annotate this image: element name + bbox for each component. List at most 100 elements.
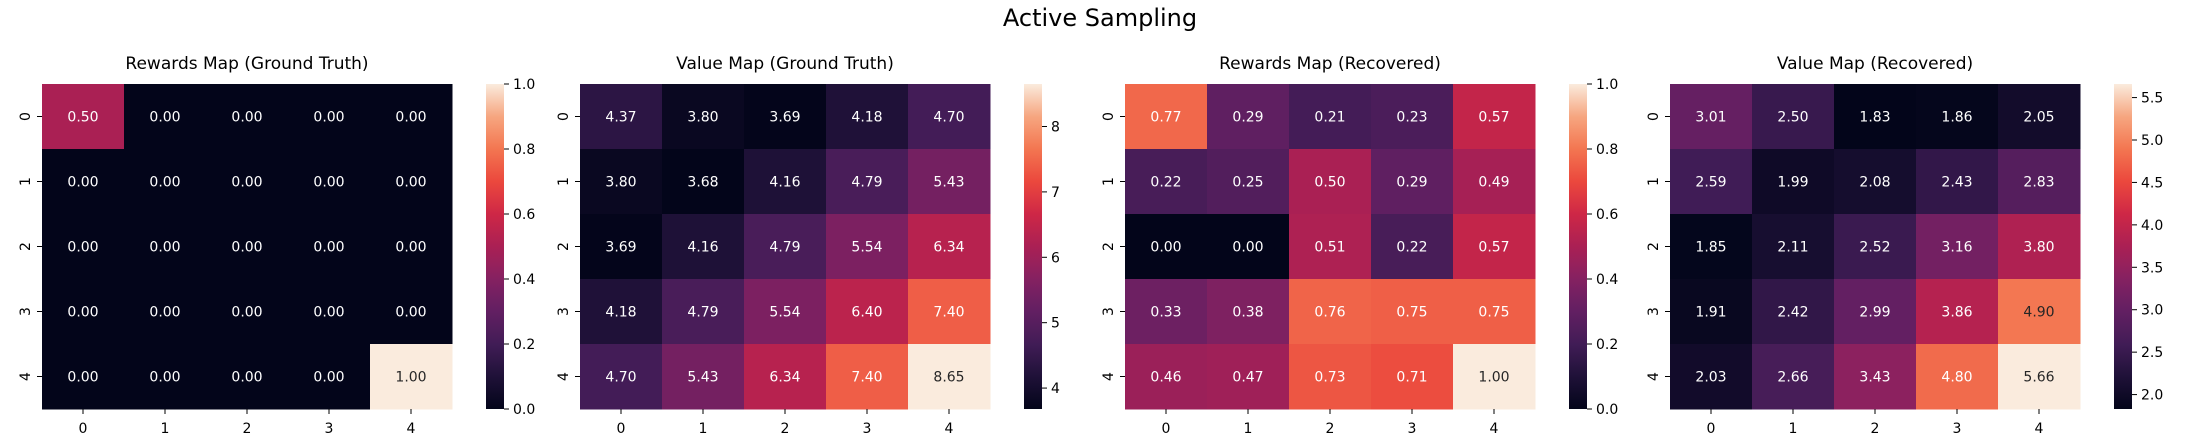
- cell-label: 0.50: [67, 110, 98, 126]
- heatmap-cell: [580, 149, 663, 215]
- heatmap-cell: [42, 344, 125, 410]
- heatmap-cell: [826, 84, 909, 150]
- x-tick-label: 4: [945, 421, 954, 437]
- cell-label: 0.00: [395, 110, 426, 126]
- cell-label: 3.43: [1859, 370, 1890, 386]
- cell-label: 2.83: [2023, 175, 2054, 191]
- cell-label: 3.69: [769, 110, 800, 126]
- cell-label: 0.33: [1150, 305, 1181, 321]
- cell-label: 6.34: [769, 370, 800, 386]
- heatmap-cell: [124, 84, 207, 150]
- cell-label: 2.05: [2023, 110, 2054, 126]
- heatmap-panel-1: Value Map (Ground Truth) 4.37 3.80 3.69 4.18…: [556, 54, 1060, 437]
- heatmap-cell: [1289, 84, 1372, 150]
- cell-label: 1.86: [1941, 110, 1972, 126]
- colorbar: [1024, 84, 1042, 409]
- x-tick-label: 0: [617, 421, 626, 437]
- colorbar-tick-label: 1.0: [513, 77, 535, 93]
- cell-label: 0.00: [67, 305, 98, 321]
- panel-title: Value Map (Recovered): [1777, 54, 1973, 74]
- x-tick-label: 0: [79, 421, 88, 437]
- heatmap-cell: [1834, 84, 1917, 150]
- heatmap-cell: [1125, 344, 1208, 410]
- heatmap-cell: [42, 279, 125, 345]
- heatmap-cell: [1453, 279, 1536, 345]
- cell-label: 0.00: [231, 305, 262, 321]
- heatmap-cell: [826, 344, 909, 410]
- heatmap-cell: [908, 279, 991, 345]
- heatmap-cell: [1752, 279, 1835, 345]
- colorbar-tick-label: 8: [1051, 120, 1060, 136]
- y-tick-label: 4: [1101, 372, 1117, 381]
- heatmap-cell: [370, 84, 453, 150]
- cell-label: 2.99: [1859, 305, 1890, 321]
- cell-label: 0.00: [67, 175, 98, 191]
- heatmap-cell: [124, 214, 207, 280]
- colorbar: [486, 84, 504, 409]
- x-tick-label: 2: [243, 421, 252, 437]
- cell-label: 1.00: [1478, 370, 1509, 386]
- heatmap-cell: [744, 344, 827, 410]
- y-tick-label: 0: [556, 112, 572, 121]
- cell-label: 3.68: [687, 175, 718, 191]
- y-tick-label: 0: [1101, 112, 1117, 121]
- cell-label: 5.66: [2023, 370, 2054, 386]
- heatmap-cell: [1125, 214, 1208, 280]
- y-tick-label: 1: [1101, 177, 1117, 186]
- heatmap-cell: [1998, 149, 2081, 215]
- heatmap-cell: [1752, 149, 1835, 215]
- cell-label: 0.00: [395, 305, 426, 321]
- cell-label: 2.42: [1777, 305, 1808, 321]
- colorbar-tick-label: 4.0: [2141, 218, 2163, 234]
- cell-label: 0.38: [1232, 305, 1263, 321]
- colorbar-tick-label: 3.5: [2141, 260, 2163, 276]
- heatmap-cell: [288, 279, 371, 345]
- heatmap-cell: [744, 214, 827, 280]
- y-tick-label: 2: [18, 242, 34, 251]
- cell-label: 3.86: [1941, 305, 1972, 321]
- heatmap-cell: [1752, 214, 1835, 280]
- cell-label: 0.46: [1150, 370, 1181, 386]
- cell-label: 2.50: [1777, 110, 1808, 126]
- colorbar-tick-label: 4.5: [2141, 175, 2163, 191]
- x-tick-label: 1: [161, 421, 170, 437]
- cell-label: 2.08: [1859, 175, 1890, 191]
- cell-label: 0.00: [231, 175, 262, 191]
- heatmap-cell: [288, 84, 371, 150]
- cell-label: 0.22: [1150, 175, 1181, 191]
- cell-label: 4.18: [605, 305, 636, 321]
- cell-label: 0.77: [1150, 110, 1181, 126]
- heatmap-cell: [1670, 149, 1753, 215]
- colorbar-tick-label: 3.0: [2141, 303, 2163, 319]
- panel-title: Value Map (Ground Truth): [676, 54, 894, 74]
- heatmap-cell: [370, 279, 453, 345]
- heatmap-cell: [1207, 84, 1290, 150]
- heatmap-cell: [1371, 149, 1454, 215]
- heatmap-cell: [908, 344, 991, 410]
- x-tick-label: 0: [1707, 421, 1716, 437]
- cell-label: 0.71: [1396, 370, 1427, 386]
- x-tick-label: 2: [781, 421, 790, 437]
- y-tick-label: 2: [556, 242, 572, 251]
- cell-label: 3.69: [605, 240, 636, 256]
- cell-label: 0.76: [1314, 305, 1345, 321]
- heatmap-cell: [1125, 84, 1208, 150]
- x-tick-label: 4: [407, 421, 416, 437]
- cell-label: 0.00: [231, 240, 262, 256]
- cell-label: 2.03: [1695, 370, 1726, 386]
- x-tick-label: 3: [1408, 421, 1417, 437]
- cell-label: 0.73: [1314, 370, 1345, 386]
- heatmap-cell: [124, 149, 207, 215]
- heatmap-cell: [288, 214, 371, 280]
- y-tick-label: 1: [556, 177, 572, 186]
- heatmap-cell: [1916, 279, 1999, 345]
- cell-label: 0.49: [1478, 175, 1509, 191]
- heatmap-cell: [1752, 344, 1835, 410]
- y-tick-label: 0: [18, 112, 34, 121]
- heatmap-cell: [826, 149, 909, 215]
- heatmap-cell: [662, 84, 745, 150]
- cell-label: 5.43: [687, 370, 718, 386]
- cell-label: 3.16: [1941, 240, 1972, 256]
- cell-label: 0.29: [1232, 110, 1263, 126]
- colorbar-tick-label: 5.5: [2141, 91, 2163, 107]
